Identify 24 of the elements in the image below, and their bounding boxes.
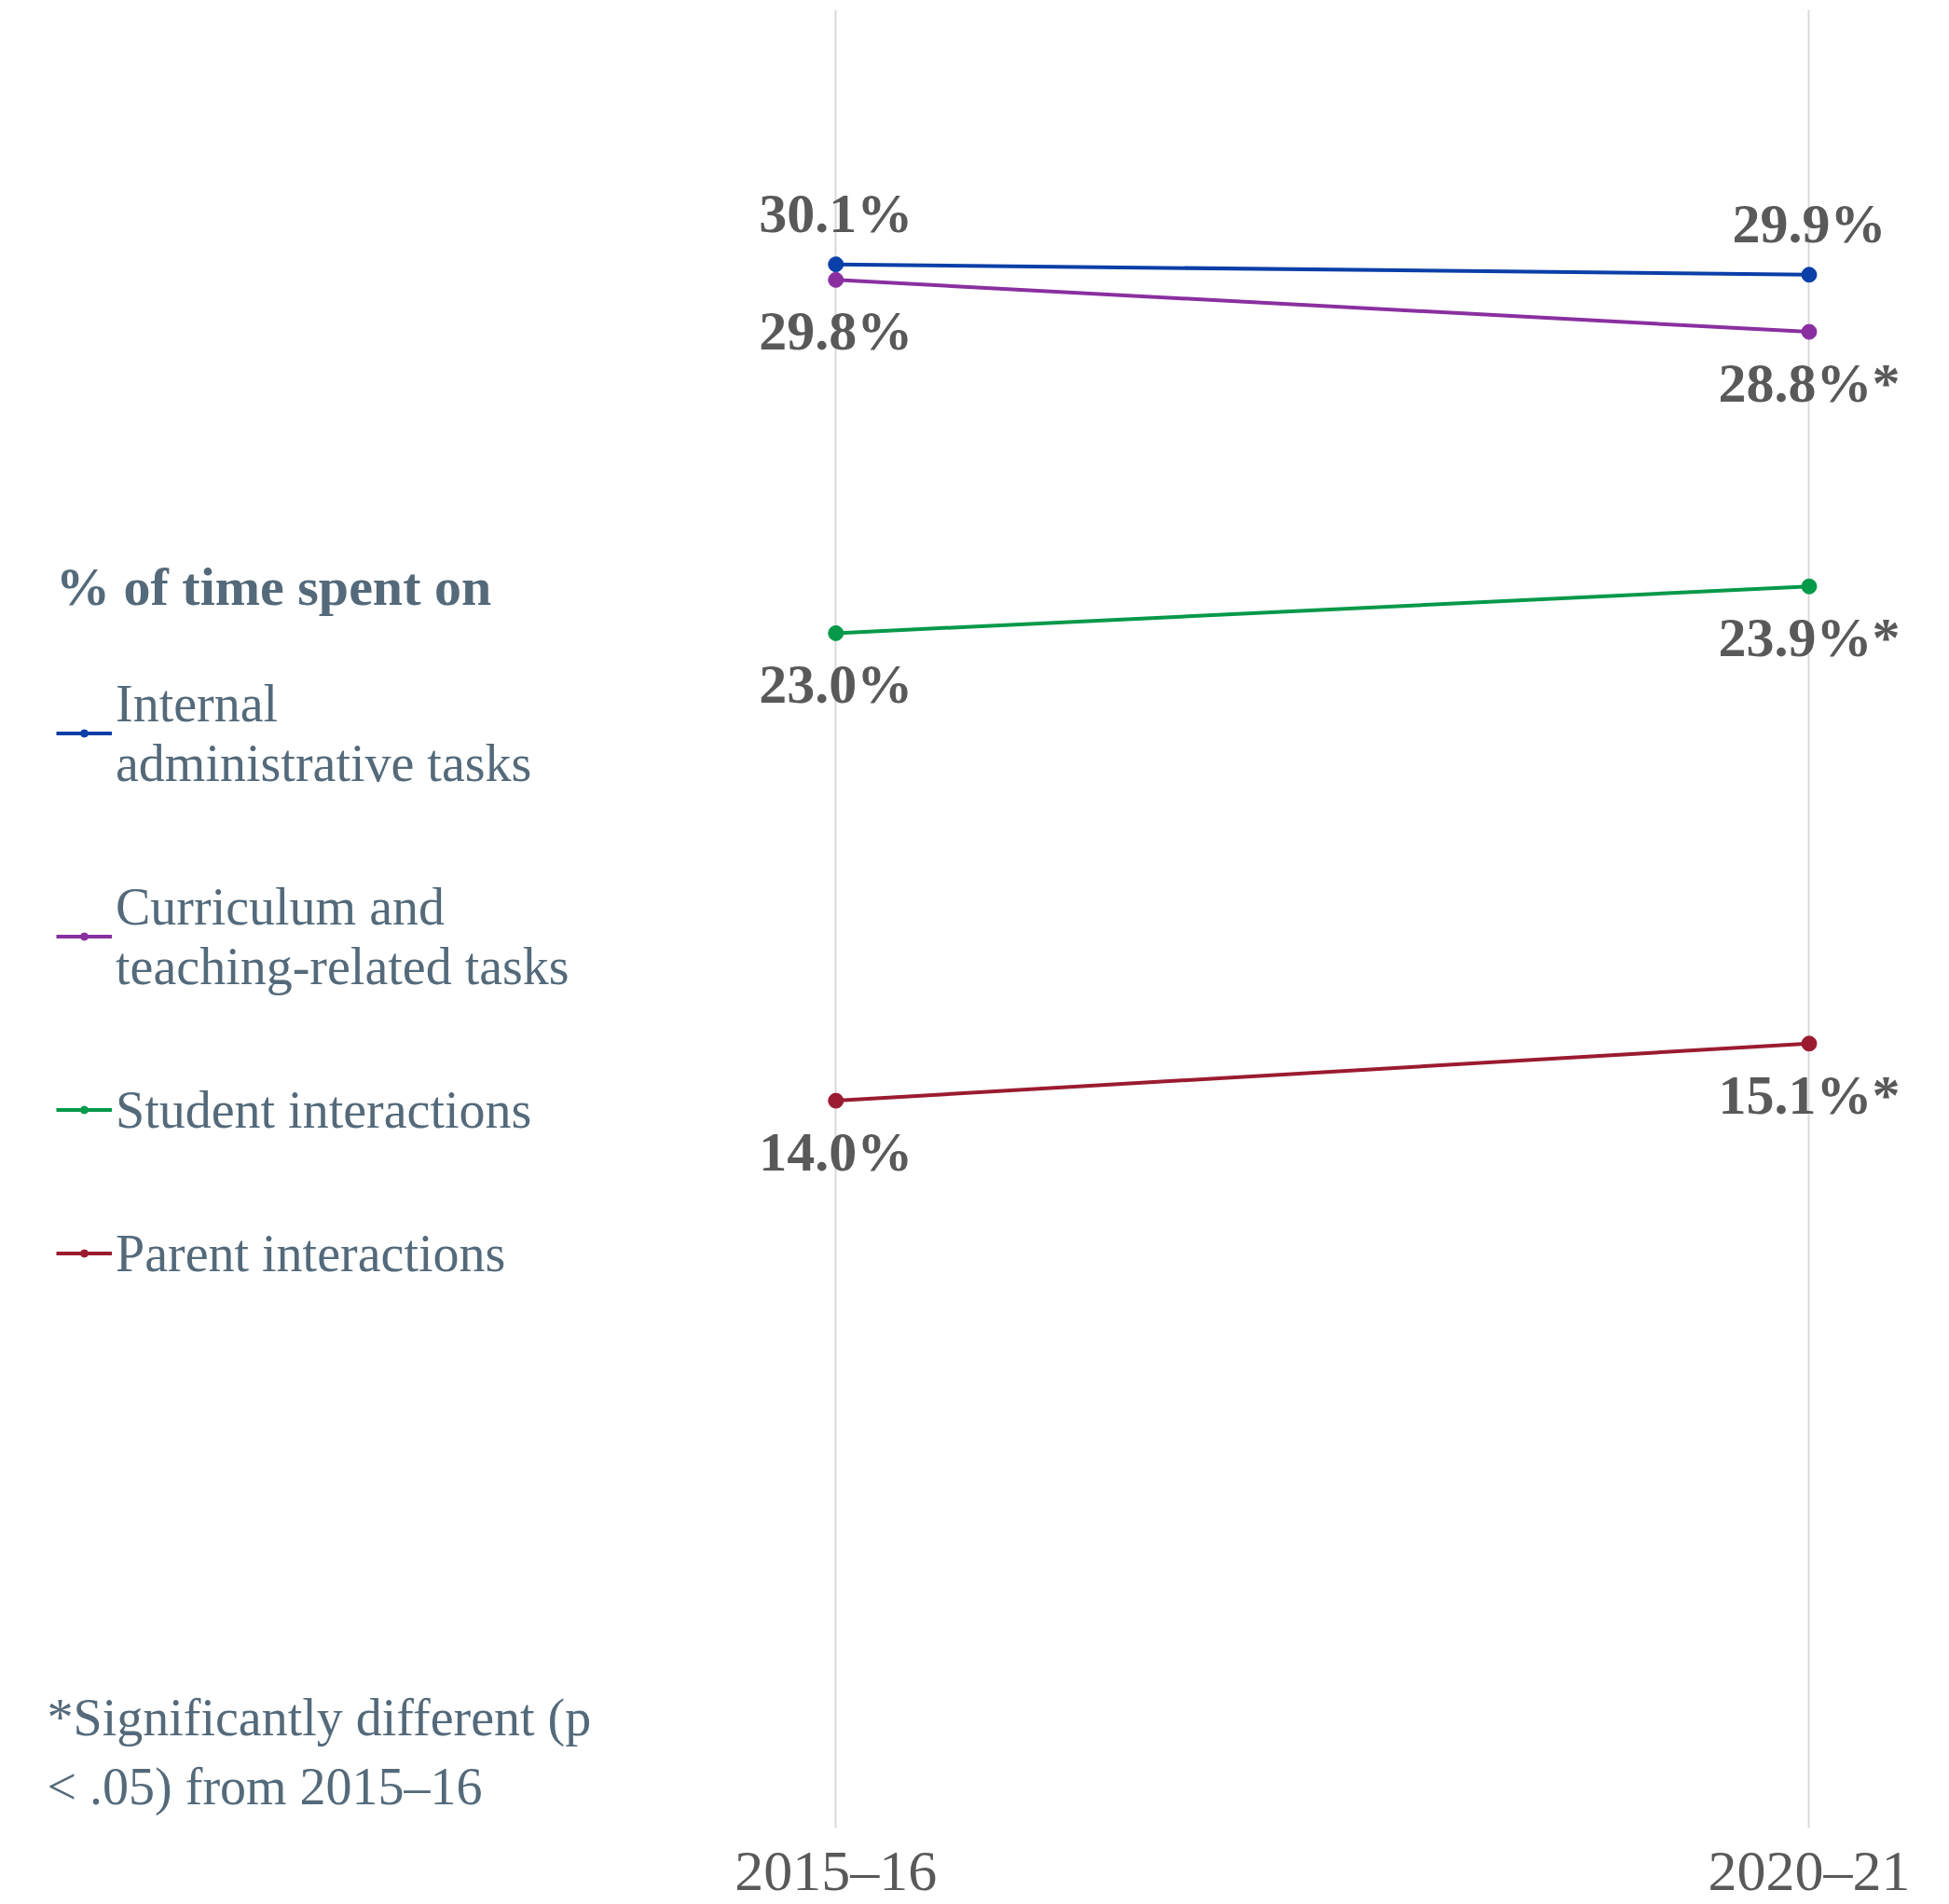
x-tick-label: 2020–21: [1708, 1838, 1911, 1902]
data-label: 23.9%*: [1718, 607, 1901, 669]
data-label: 29.8%: [759, 300, 913, 363]
data-label: 14.0%: [759, 1121, 913, 1184]
data-label: 29.9%: [1732, 192, 1887, 254]
point: [828, 624, 844, 641]
data-label: 23.0%: [759, 653, 913, 716]
annotation: *Significantly different (p < .05) from 2015–16: [47, 1688, 592, 1816]
x-tick-label: 2015–16: [734, 1838, 938, 1902]
legend-label: Student interactions: [116, 1079, 532, 1139]
legend-title: % of time spent on: [56, 555, 493, 617]
point: [1801, 323, 1818, 340]
legend-label: Internal administrative tasks: [116, 673, 532, 792]
legend-label: Curriculum and teaching-related tasks: [116, 876, 570, 995]
point: [1801, 267, 1818, 283]
data-label: 15.1%*: [1718, 1063, 1901, 1126]
point: [1801, 578, 1818, 595]
point: [828, 1092, 844, 1109]
legend-label: Parent interactions: [116, 1223, 506, 1282]
point: [828, 256, 844, 273]
point: [1801, 1035, 1818, 1052]
data-label: 28.8%*: [1718, 352, 1901, 415]
data-label: 30.1%: [759, 182, 913, 244]
point: [828, 271, 844, 288]
